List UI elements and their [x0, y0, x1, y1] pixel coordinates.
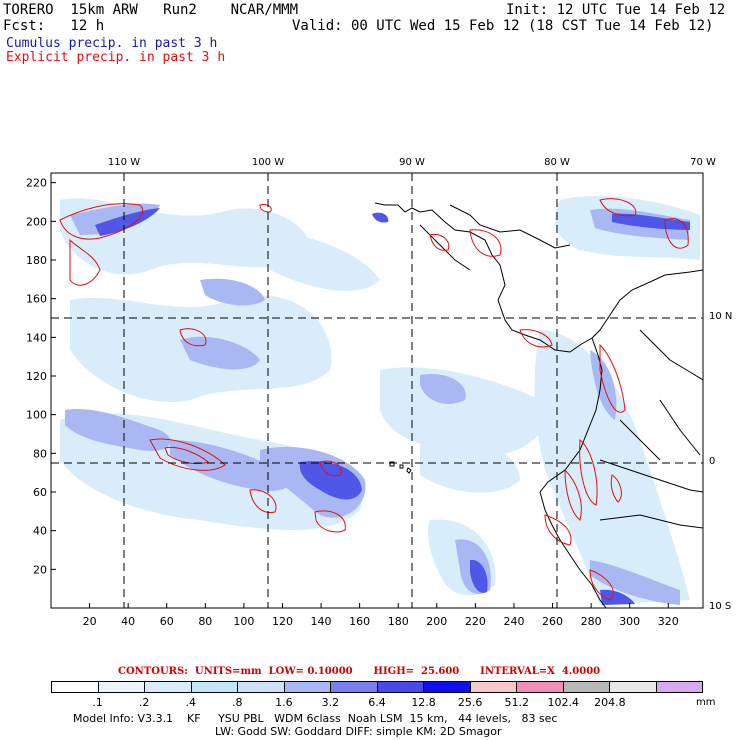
colorbar-swatch	[98, 682, 145, 692]
left-tick-label: 160	[26, 293, 47, 306]
colorbar-label: 25.6	[457, 696, 483, 709]
colorbar-label: 12.8	[411, 696, 436, 709]
colorbar-swatch	[145, 682, 192, 692]
left-tick-label: 20	[33, 563, 47, 576]
longitude-label: 90 W	[399, 157, 425, 168]
colorbar-swatch	[191, 682, 238, 692]
colorbar-label: .2	[138, 696, 150, 709]
colorbar-swatch	[238, 682, 285, 692]
left-tick-label: 180	[26, 254, 47, 267]
colorbar-swatch	[377, 682, 424, 692]
left-tick-label: 140	[26, 331, 47, 344]
colorbar-swatch	[424, 682, 471, 692]
bottom-tick-label: 100	[233, 615, 254, 628]
bottom-tick-label: 160	[349, 615, 370, 628]
colorbar-swatch	[563, 682, 610, 692]
bottom-tick-label: 240	[503, 615, 524, 628]
bottom-tick-label: 300	[619, 615, 640, 628]
colorbar-label: 1.6	[275, 696, 293, 709]
left-tick-label: 100	[26, 409, 47, 422]
left-tick-label: 40	[33, 525, 47, 538]
latitude-label: 0	[709, 456, 716, 467]
latitude-label: 10 N	[709, 311, 733, 322]
axis-ticks	[51, 173, 704, 608]
forecast-hour: Fcst: 12 h	[3, 18, 105, 34]
colorbar-label: .1	[92, 696, 103, 709]
longitude-label: 110 W	[107, 157, 141, 168]
axis-tick-labels: 220 200 180 160 140 120 100 80 60 40 20 20 40 60 80 100…	[26, 177, 679, 628]
bottom-tick-label: 20	[83, 615, 97, 628]
left-tick-label: 60	[33, 486, 47, 499]
colorbar-label: 204.8	[594, 696, 626, 709]
bottom-tick-label: 80	[198, 615, 212, 628]
heavy-precip-shading	[95, 208, 690, 605]
bottom-tick-label: 180	[388, 615, 409, 628]
bottom-tick-label: 320	[658, 615, 679, 628]
bottom-tick-label: 200	[426, 615, 447, 628]
colorbar-label: .8	[232, 696, 243, 709]
colorbar-swatch	[331, 682, 378, 692]
colorbar-swatch	[517, 682, 564, 692]
longitude-label: 80 W	[544, 157, 570, 168]
model-info: Model Info: V3.3.1 KF YSU PBL WDM 6class…	[73, 712, 558, 725]
colorbar-label: 102.4	[547, 696, 580, 709]
field-cumulus-label: Cumulus precip. in past 3 h	[6, 36, 218, 51]
contours-info: CONTOURS: UNITS=mm LOW= 0.10000 HIGH= 25…	[118, 666, 601, 677]
colorbar-swatch	[656, 682, 702, 692]
longitude-label: 100 W	[251, 157, 285, 168]
bottom-tick-label: 140	[311, 615, 332, 628]
bottom-tick-label: 60	[160, 615, 174, 628]
colorbar-unit: mm	[696, 697, 716, 708]
colorbar-swatch	[284, 682, 331, 692]
bottom-tick-label: 220	[465, 615, 486, 628]
colorbar-swatch	[52, 682, 99, 692]
field-explicit-label: Explicit precip. in past 3 h	[6, 50, 226, 65]
colorbar	[51, 681, 703, 693]
left-tick-label: 220	[26, 177, 47, 190]
left-tick-label: 120	[26, 370, 47, 383]
bottom-tick-label: 260	[542, 615, 563, 628]
left-tick-label: 200	[26, 215, 47, 228]
model-title: TORERO 15km ARW Run2 NCAR/MMM	[3, 2, 299, 18]
latitude-label: 10 S	[709, 601, 732, 612]
bottom-tick-label: 120	[272, 615, 293, 628]
physics-info: LW: Godd SW: Goddard DIFF: simple KM: 2D…	[215, 725, 502, 738]
explicit-precip-contours	[59, 198, 689, 601]
valid-time: Valid: 00 UTC Wed 15 Feb 12 (18 CST Tue …	[292, 18, 714, 34]
colorbar-label: 51.2	[504, 696, 529, 709]
colorbar-swatch	[470, 682, 517, 692]
bottom-tick-label: 280	[581, 615, 602, 628]
medium-precip-shading	[65, 203, 690, 605]
colorbar-label: 6.4	[368, 696, 386, 709]
colorbar-swatch	[610, 682, 657, 692]
init-time: Init: 12 UTC Tue 14 Feb 12	[506, 2, 726, 18]
colorbar-label: 3.2	[321, 696, 340, 709]
latlon-grid	[51, 173, 703, 608]
bottom-tick-label: 40	[121, 615, 135, 628]
longitude-label: 70 W	[690, 157, 716, 168]
plot-frame	[50, 172, 704, 609]
colorbar-label: .4	[185, 696, 196, 709]
coastlines	[374, 202, 703, 608]
left-tick-label: 80	[33, 447, 47, 460]
